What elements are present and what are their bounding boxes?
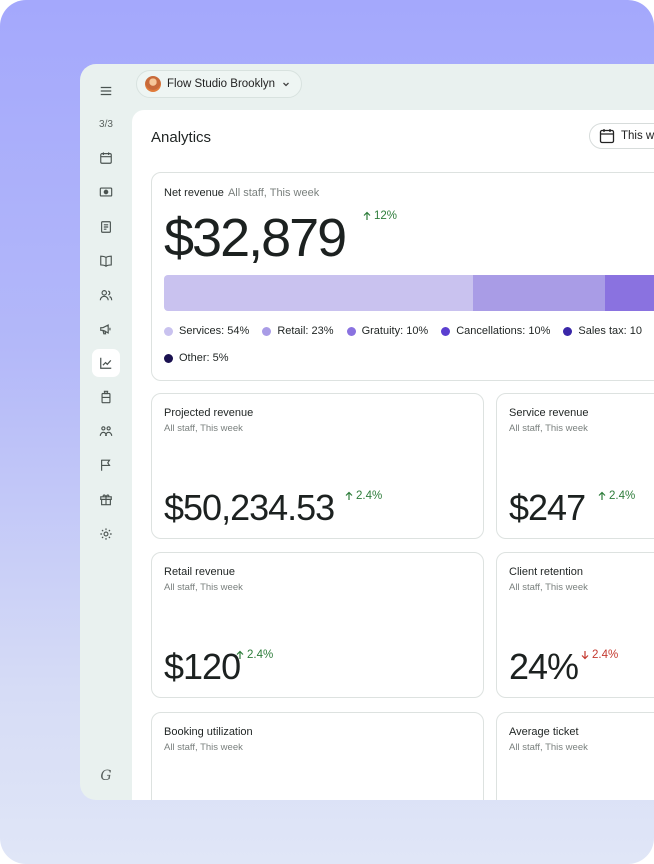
app-window: 3/3 <box>80 64 654 800</box>
metric-card[interactable]: Client retention All staff, This week 24% 2… <box>496 552 654 698</box>
metric-card[interactable]: Average ticket All staff, This week <box>496 712 654 800</box>
metric-title: Service revenue <box>509 407 589 419</box>
legend-dot <box>441 326 451 336</box>
card-title-text: Net revenue <box>164 187 224 199</box>
metric-title: Projected revenue <box>164 407 254 419</box>
main-content: Analytics This w Net revenue All staff, T… <box>132 110 654 800</box>
arrow-up-icon <box>363 211 371 220</box>
book-icon[interactable] <box>94 249 118 273</box>
net-revenue-card[interactable]: Net revenue All staff, This week $32,879 … <box>151 172 654 381</box>
legend-dot <box>164 326 173 336</box>
legend-item: Services: 54% <box>164 325 249 337</box>
date-range-button[interactable]: This w <box>589 123 654 149</box>
analytics-icon[interactable] <box>92 349 120 377</box>
menu-icon[interactable] <box>94 79 118 103</box>
arrow-up-icon <box>598 491 606 500</box>
metric-title: Retail revenue <box>164 566 235 578</box>
metric-subtitle: All staff, This week <box>164 742 243 753</box>
gift-icon[interactable] <box>94 487 118 511</box>
chevron-down-icon <box>283 82 289 87</box>
legend-dot <box>262 326 272 336</box>
metric-card[interactable]: Service revenue All staff, This week $247 2… <box>496 393 654 539</box>
delta-value: 2.4% <box>592 649 619 661</box>
page-title: Analytics <box>151 129 212 146</box>
flag-icon[interactable] <box>94 453 118 477</box>
metric-card[interactable]: Projected revenue All staff, This week $50… <box>151 393 484 539</box>
settings-icon[interactable] <box>94 522 118 546</box>
metric-card[interactable]: Booking utilization All staff, This week <box>151 712 484 800</box>
legend-label: Sales tax: 10 <box>578 325 642 337</box>
metric-title: Booking utilization <box>164 726 253 738</box>
legend-item: Gratuity: 10% <box>346 325 429 337</box>
metric-value: $50,234.53 <box>164 487 335 528</box>
megaphone-icon[interactable] <box>94 317 118 341</box>
legend-dot <box>346 326 356 336</box>
clients-icon[interactable] <box>94 283 118 307</box>
legend-item: Cancellations: 10% <box>441 325 550 337</box>
arrow-up-icon <box>345 491 353 500</box>
metric-subtitle: All staff, This week <box>509 582 588 593</box>
legend-label: Services: 54% <box>179 325 250 337</box>
product-icon[interactable] <box>94 385 118 409</box>
legend-item: Retail: 23% <box>262 325 334 337</box>
net-revenue-value: $32,879 <box>164 208 347 268</box>
delta-value: 2.4% <box>609 490 636 502</box>
cash-icon[interactable] <box>94 180 118 204</box>
legend-label: Gratuity: 10% <box>361 325 429 337</box>
delta-value: 2.4% <box>356 490 383 502</box>
metric-delta: 2.4% <box>597 490 635 502</box>
sidebar: 3/3 <box>80 64 132 800</box>
location-name: Flow Studio Brooklyn <box>167 78 276 90</box>
legend-item: Other: 5% <box>164 352 229 364</box>
metric-subtitle: All staff, This week <box>509 423 588 434</box>
metric-delta: 2.4% <box>344 490 382 502</box>
metric-title: Average ticket <box>509 726 579 738</box>
nav-count: 3/3 <box>99 119 113 130</box>
brand-logo: G <box>100 768 112 784</box>
card-title: Net revenue All staff, This week <box>164 187 319 199</box>
arrow-down-icon <box>581 651 589 660</box>
metric-delta: 2.4% <box>580 649 618 661</box>
bar-segment <box>164 275 473 311</box>
bar-segment <box>605 275 654 311</box>
revenue-breakdown-bar <box>164 275 654 311</box>
legend-item: Sales tax: 10 <box>563 325 642 337</box>
metric-value: $247 <box>509 487 586 528</box>
legend-label: Cancellations: 10% <box>456 325 551 337</box>
legend-dot <box>563 326 573 336</box>
metric-delta: 2.4% <box>235 649 273 661</box>
location-switcher[interactable]: Flow Studio Brooklyn <box>136 70 303 98</box>
date-range-label: This w <box>621 130 654 142</box>
avatar <box>145 76 161 92</box>
legend-label: Retail: 23% <box>277 325 334 337</box>
legend-label: Other: 5% <box>179 352 229 364</box>
metric-value: $120 <box>164 646 241 687</box>
metric-value: 24% <box>509 646 579 687</box>
metric-title: Client retention <box>509 566 583 578</box>
delta-value: 2.4% <box>247 649 274 661</box>
arrow-up-icon <box>236 650 244 659</box>
calendar-icon <box>599 129 615 144</box>
metric-subtitle: All staff, This week <box>164 582 243 593</box>
metric-subtitle: All staff, This week <box>164 423 243 434</box>
delta-value: 12% <box>374 210 398 222</box>
card-subtitle: All staff, This week <box>227 187 320 199</box>
legend-dot <box>164 353 173 363</box>
revenue-legend: Services: 54% Retail: 23% Gratuity: 10% Can… <box>164 325 654 364</box>
metric-subtitle: All staff, This week <box>509 742 588 753</box>
metric-card[interactable]: Retail revenue All staff, This week $120 2.… <box>151 552 484 698</box>
receipt-icon[interactable] <box>94 215 118 239</box>
bar-segment <box>473 275 605 311</box>
team-icon[interactable] <box>94 419 118 443</box>
calendar-icon[interactable] <box>94 146 118 170</box>
net-revenue-delta: 12% <box>362 210 397 222</box>
